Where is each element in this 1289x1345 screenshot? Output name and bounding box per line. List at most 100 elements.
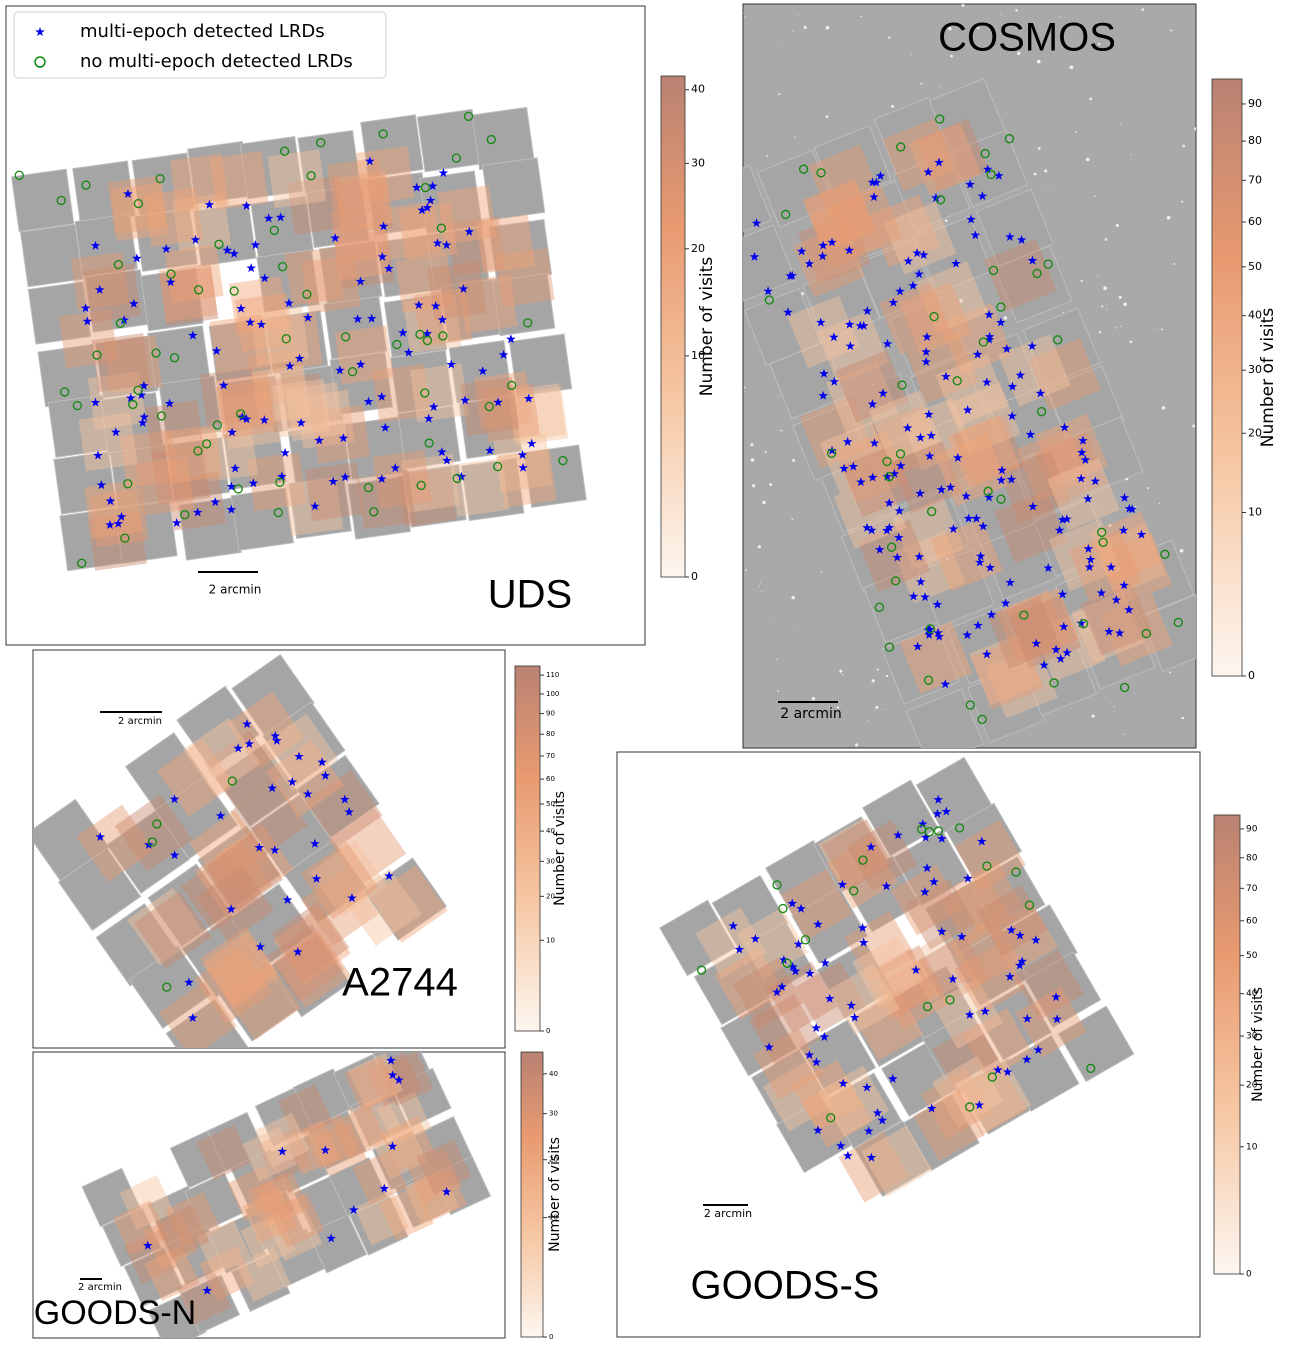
visit-tile	[221, 390, 281, 450]
background-source	[865, 57, 867, 59]
image-tile	[791, 887, 868, 964]
visit-tile	[267, 1206, 323, 1262]
lrd-circle	[392, 339, 402, 350]
visit-tile	[194, 839, 273, 917]
background-source	[811, 697, 816, 701]
image-tile	[392, 1067, 452, 1128]
lrd-circle	[1086, 1063, 1096, 1074]
colorbar-tick-label: 70	[1248, 173, 1262, 186]
visit-tile	[199, 1245, 255, 1301]
image-tile	[57, 847, 142, 932]
lrd-circle	[133, 198, 144, 209]
background-source	[1118, 295, 1122, 299]
background-source	[1085, 157, 1090, 162]
footprint	[33, 654, 448, 1048]
scale-bar-label: 2 arcmin	[118, 716, 162, 727]
visit-tile	[890, 440, 964, 514]
image-tile	[891, 488, 970, 567]
colorbar-tick-label: 40	[1246, 989, 1258, 999]
background-source	[855, 743, 859, 747]
background-source	[1179, 548, 1184, 553]
visit-tile	[296, 389, 355, 449]
footprint	[659, 756, 1135, 1203]
colorbar	[520, 1051, 544, 1338]
visit-tile	[215, 379, 275, 439]
visit-tile	[915, 261, 988, 334]
background-source	[1182, 144, 1186, 148]
field-name: GOODS-N	[34, 1294, 196, 1332]
visit-tile	[347, 1093, 403, 1149]
image-tile	[360, 114, 424, 178]
image-tile	[922, 1010, 999, 1088]
visit-tile	[460, 377, 520, 437]
background-source	[959, 299, 963, 303]
background-source	[1101, 305, 1104, 308]
lrd-circle	[363, 483, 374, 493]
legend-box	[13, 11, 387, 79]
visit-tile	[196, 1220, 252, 1276]
visit-tile	[404, 1169, 460, 1225]
visit-tile	[861, 1125, 933, 1197]
background-source	[1099, 510, 1101, 512]
background-source	[867, 720, 870, 723]
background-source	[759, 582, 761, 584]
background-source	[1130, 154, 1132, 156]
visit-tile	[829, 185, 903, 259]
lrd-circle	[128, 399, 138, 410]
lrd-circle	[162, 982, 172, 992]
visit-tile	[154, 1204, 210, 1260]
lrd-circle	[416, 480, 426, 491]
lrd-circle	[945, 995, 955, 1005]
background-source	[1169, 671, 1172, 674]
visit-tile	[996, 590, 1069, 663]
image-tile	[288, 475, 352, 540]
visit-tile	[507, 383, 566, 443]
colorbar-tick-label: 40	[546, 827, 555, 835]
background-source	[1134, 692, 1136, 694]
background-source	[1120, 325, 1122, 327]
lrd-circle	[982, 861, 992, 871]
visit-tile	[309, 839, 388, 918]
scale-bar-label: 2 arcmin	[209, 583, 262, 597]
visit-tile	[109, 182, 169, 242]
field-name: COSMOS	[938, 16, 1116, 60]
lrd-circle	[1004, 134, 1015, 144]
background-source	[743, 12, 744, 14]
map	[659, 756, 1135, 1203]
lrd-circle	[1097, 527, 1107, 537]
lrd-circle	[884, 472, 894, 482]
lrd-circle	[369, 507, 379, 517]
visit-tile	[356, 470, 416, 530]
visit-tile	[851, 935, 924, 1008]
image-tile	[323, 295, 387, 360]
background-source	[750, 479, 751, 481]
visit-tile	[144, 1245, 200, 1301]
visit-tile	[332, 221, 391, 281]
visit-tile	[821, 819, 893, 891]
visit-tile	[301, 868, 379, 946]
visit-tile	[216, 373, 276, 433]
background-source	[1037, 59, 1041, 63]
background-source	[1015, 9, 1018, 12]
lrd-circle	[233, 484, 243, 494]
lrd-circle	[886, 542, 897, 552]
lrd-circle	[201, 439, 212, 449]
visit-tile	[327, 157, 387, 217]
image-tile	[892, 152, 971, 231]
background-source	[839, 669, 843, 673]
image-tile	[975, 983, 1052, 1061]
colorbar-tick-label: 20	[1248, 426, 1262, 439]
lrd-circle	[1053, 335, 1063, 345]
visit-tile	[781, 868, 853, 941]
visit-tile	[196, 1125, 252, 1181]
colorbar-tick-label: 10	[549, 1214, 558, 1222]
field-name: GOODS-S	[691, 1264, 880, 1308]
background-source	[769, 483, 773, 486]
visit-tile	[119, 429, 179, 489]
visit-tile	[395, 253, 455, 313]
background-source	[944, 219, 948, 223]
background-source	[1059, 16, 1061, 18]
visit-tile	[334, 170, 394, 230]
image-tile	[906, 688, 985, 748]
colorbar-tick-label: 100	[546, 690, 559, 698]
